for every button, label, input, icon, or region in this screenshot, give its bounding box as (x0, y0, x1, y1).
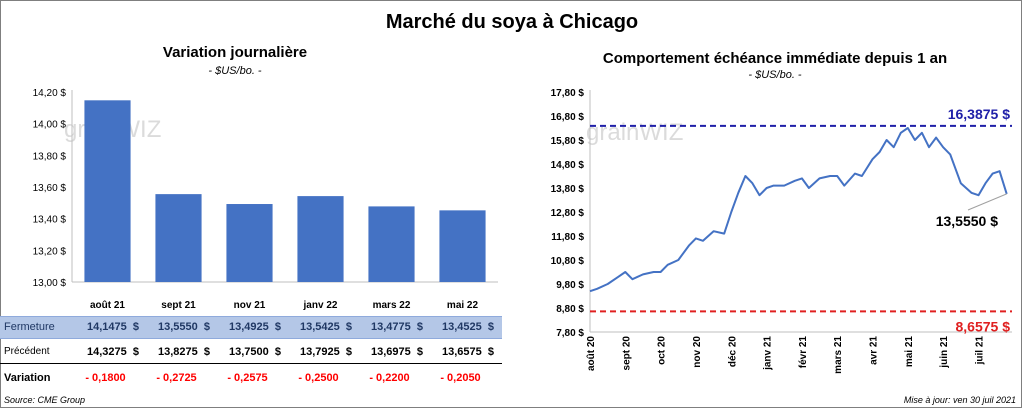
line-y-tick-label: 16,80 $ (551, 112, 585, 123)
left-chart-unit: - $US/bo. - (208, 65, 262, 77)
table-row-label: Précédent (4, 346, 50, 357)
price-series-line (589, 127, 1008, 293)
bar-y-tick-label: 13,00 $ (33, 278, 67, 289)
table-cell: 13,6975 $ (371, 346, 423, 358)
bar-x-tick-label: mai 22 (447, 300, 479, 311)
line-x-tick-label: déc 20 (727, 336, 738, 368)
daily-variation-bar-chart: grainWIZ 13,00 $13,20 $13,40 $13,60 $13,… (33, 88, 498, 311)
line-x-tick-label: nov 20 (692, 336, 703, 368)
bar-y-tick-label: 14,00 $ (33, 120, 67, 131)
bar-y-tick-label: 13,80 $ (33, 151, 67, 162)
line-x-tick-label: mars 21 (833, 336, 844, 374)
table-row: Variation - 0,1800 - 0,2725 - 0,2575 - 0,250… (0, 367, 502, 389)
low-reference-label: 8,6575 $ (956, 318, 1011, 334)
table-cell: - 0,2500 (298, 372, 339, 384)
table-cell: 13,4925 $ (229, 321, 281, 333)
bar (84, 100, 131, 282)
table-cell: 14,1475 $ (87, 321, 139, 333)
line-y-tick-label: 13,80 $ (551, 184, 585, 195)
line-x-tick-label: juil 21 (974, 336, 985, 366)
bar (226, 204, 273, 282)
table-row-label: Fermeture (4, 321, 55, 333)
page-title: Marché du soya à Chicago (385, 11, 639, 33)
left-chart-subtitle: Variation journalière (162, 44, 308, 61)
source-note: Source: CME Group (4, 395, 86, 405)
bar-y-tick-label: 13,20 $ (33, 246, 67, 257)
line-x-tick-label: févr 21 (798, 336, 809, 369)
right-chart-unit: - $US/bo. - (748, 69, 802, 81)
line-y-tick-label: 7,80 $ (556, 328, 584, 339)
line-y-tick-label: 8,80 $ (556, 304, 584, 315)
line-y-tick-label: 9,80 $ (556, 280, 584, 291)
bar (297, 196, 344, 282)
line-x-tick-label: sept 20 (621, 336, 632, 371)
bar-x-tick-label: janv 22 (303, 300, 338, 311)
line-y-tick-label: 10,80 $ (551, 256, 585, 267)
line-y-tick-label: 14,80 $ (551, 160, 585, 171)
bar-x-tick-label: nov 21 (234, 300, 266, 311)
table-row-label: Variation (4, 372, 51, 384)
right-chart-subtitle: Comportement échéance immédiate depuis 1… (602, 50, 948, 67)
table-cell: 13,4775 $ (371, 321, 423, 333)
table-cell: 13,7925 $ (300, 346, 352, 358)
front-month-line-chart: grainWIZ 7,80 $ 8,80 $ 9,80 $ 10,80 $ 11,80 … (551, 88, 1012, 374)
table-cell: 13,4525 $ (442, 321, 494, 333)
bar-x-tick-label: sept 21 (161, 300, 196, 311)
table-cell: 13,5550 $ (158, 321, 210, 333)
line-y-tick-label: 15,80 $ (551, 136, 585, 147)
table-cell: - 0,2575 (227, 372, 268, 384)
table-cell: 13,5425 $ (300, 321, 352, 333)
line-y-tick-label: 12,80 $ (551, 208, 585, 219)
table-cell: - 0,2050 (440, 372, 481, 384)
table-cell: 13,8275 $ (158, 346, 210, 358)
bar-y-tick-label: 13,60 $ (33, 183, 67, 194)
current-price-label: 13,5550 $ (936, 213, 998, 229)
bar-y-tick-label: 14,20 $ (33, 88, 67, 99)
line-x-tick-label: juin 21 (939, 336, 950, 369)
current-price-leader-line (967, 193, 1007, 211)
bar-y-tick-label: 13,40 $ (33, 215, 67, 226)
line-x-tick-label: janv 21 (763, 336, 774, 371)
table-cell: 13,7500 $ (229, 346, 281, 358)
table-cell: - 0,2725 (156, 372, 197, 384)
table-cell: 13,6575 $ (442, 346, 494, 358)
bar-x-tick-label: mars 22 (373, 300, 411, 311)
line-x-tick-label: oct 20 (657, 336, 668, 365)
line-x-tick-label: mai 21 (904, 336, 915, 368)
bar (368, 206, 415, 282)
high-reference-label: 16,3875 $ (948, 106, 1010, 122)
table-cell: 14,3275 $ (87, 346, 139, 358)
line-x-tick-label: août 20 (586, 336, 597, 371)
line-x-tick-label: avr 21 (869, 336, 880, 365)
update-note: Mise à jour: ven 30 juil 2021 (903, 395, 1016, 405)
line-y-tick-label: 17,80 $ (551, 88, 585, 99)
table-cell: - 0,1800 (85, 372, 126, 384)
table-row: Fermeture 14,1475 $ 13,5550 $ 13,4925 $ 13,5… (0, 316, 502, 339)
bar (155, 194, 202, 282)
table-cell: - 0,2200 (369, 372, 410, 384)
line-y-tick-label: 11,80 $ (551, 232, 584, 243)
bar-x-tick-label: août 21 (90, 300, 125, 311)
table-row: Précédent 14,3275 $ 13,8275 $ 13,7500 $ 13,7… (0, 341, 502, 364)
watermark-logo: grainWIZ (586, 119, 683, 146)
bar (439, 210, 486, 282)
